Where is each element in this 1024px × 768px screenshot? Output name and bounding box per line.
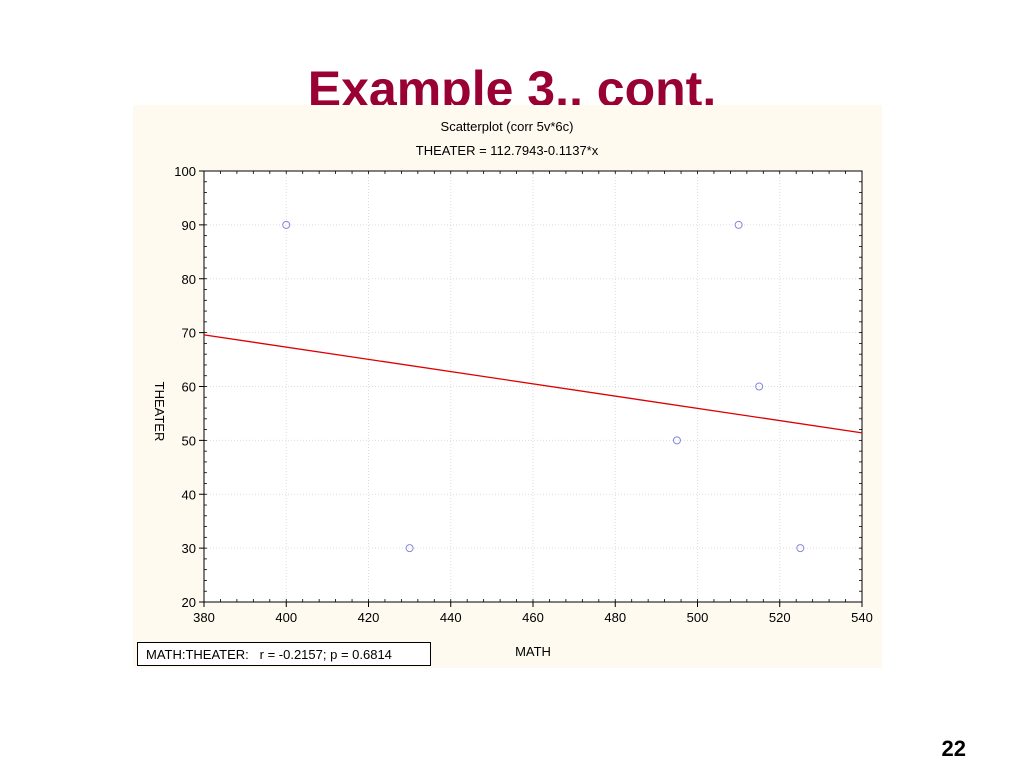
data-point	[672, 436, 681, 445]
x-tick-label: 520	[769, 610, 791, 625]
y-axis-label: THEATER	[152, 382, 167, 442]
data-point	[796, 544, 805, 553]
x-tick-label: 500	[687, 610, 709, 625]
data-point	[755, 382, 764, 391]
grid-lines	[204, 171, 862, 602]
y-tick-label: 30	[182, 541, 196, 556]
y-tick-label: 60	[182, 380, 196, 395]
chart-subtitle: THEATER = 112.7943-0.1137*x	[416, 143, 599, 158]
x-tick-labels: 380 400 420 440 460 480 500 520 540	[193, 610, 873, 625]
regression-line	[203, 334, 863, 434]
scatterplot-chart: Scatterplot (corr 5v*6c) THEATER = 112.7…	[152, 119, 873, 659]
x-tick-label: 540	[851, 610, 873, 625]
chart-panel: Scatterplot (corr 5v*6c) THEATER = 112.7…	[133, 105, 882, 668]
x-tick-label: 460	[522, 610, 544, 625]
page-number: 22	[941, 736, 966, 761]
x-tick-label: 420	[358, 610, 380, 625]
correlation-stats-box: MATH:THEATER: r = -0.2157; p = 0.6814	[137, 642, 431, 666]
x-tick-label: 400	[275, 610, 297, 625]
chart-title: Scatterplot (corr 5v*6c)	[441, 119, 574, 134]
y-tick-label: 100	[174, 164, 196, 179]
data-point	[282, 220, 291, 229]
y-tick-label: 80	[182, 272, 196, 287]
x-tick-label: 380	[193, 610, 215, 625]
y-tick-label: 20	[182, 595, 196, 610]
plot-area	[204, 171, 862, 602]
data-point	[405, 544, 414, 553]
y-tick-label: 90	[182, 218, 196, 233]
plot-frame	[203, 170, 863, 603]
data-points	[282, 220, 805, 553]
y-tick-label: 50	[182, 433, 196, 448]
stats-label: MATH:THEATER:	[146, 647, 249, 662]
stats-value: r = -0.2157; p = 0.6814	[259, 647, 392, 662]
y-tick-label: 70	[182, 326, 196, 341]
data-point	[734, 220, 743, 229]
x-tick-label: 440	[440, 610, 462, 625]
y-tick-label: 40	[182, 487, 196, 502]
y-tick-labels: 20 30 40 50 60 70 80 90 100	[174, 164, 196, 610]
x-tick-label: 480	[604, 610, 626, 625]
x-axis-label: MATH	[515, 644, 551, 659]
